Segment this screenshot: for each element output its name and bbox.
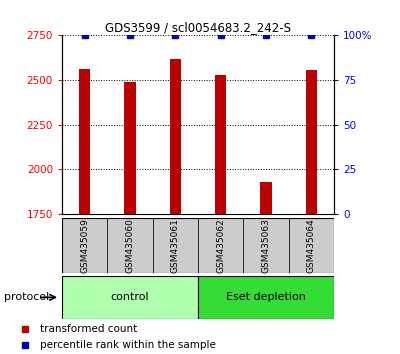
FancyBboxPatch shape: [153, 218, 198, 273]
Text: Eset depletion: Eset depletion: [226, 292, 306, 302]
Text: transformed count: transformed count: [40, 324, 137, 334]
Text: control: control: [111, 292, 149, 302]
Bar: [215, 75, 226, 214]
Text: GSM435061: GSM435061: [171, 218, 180, 273]
FancyBboxPatch shape: [107, 218, 153, 273]
Text: GSM435064: GSM435064: [307, 218, 316, 273]
FancyBboxPatch shape: [62, 218, 107, 273]
FancyBboxPatch shape: [243, 218, 289, 273]
FancyBboxPatch shape: [62, 276, 198, 319]
FancyBboxPatch shape: [198, 218, 243, 273]
Bar: [124, 82, 136, 214]
Text: GSM435063: GSM435063: [262, 218, 270, 273]
Text: GSM435062: GSM435062: [216, 218, 225, 273]
Bar: [260, 182, 272, 214]
Bar: [79, 69, 90, 214]
Bar: [306, 70, 317, 214]
Title: GDS3599 / scl0054683.2_242-S: GDS3599 / scl0054683.2_242-S: [105, 21, 291, 34]
Text: GSM435060: GSM435060: [126, 218, 134, 273]
Text: GSM435059: GSM435059: [80, 218, 89, 273]
Bar: [170, 59, 181, 214]
FancyBboxPatch shape: [289, 218, 334, 273]
FancyBboxPatch shape: [198, 276, 334, 319]
Text: percentile rank within the sample: percentile rank within the sample: [40, 340, 216, 350]
Text: protocol: protocol: [4, 292, 49, 302]
